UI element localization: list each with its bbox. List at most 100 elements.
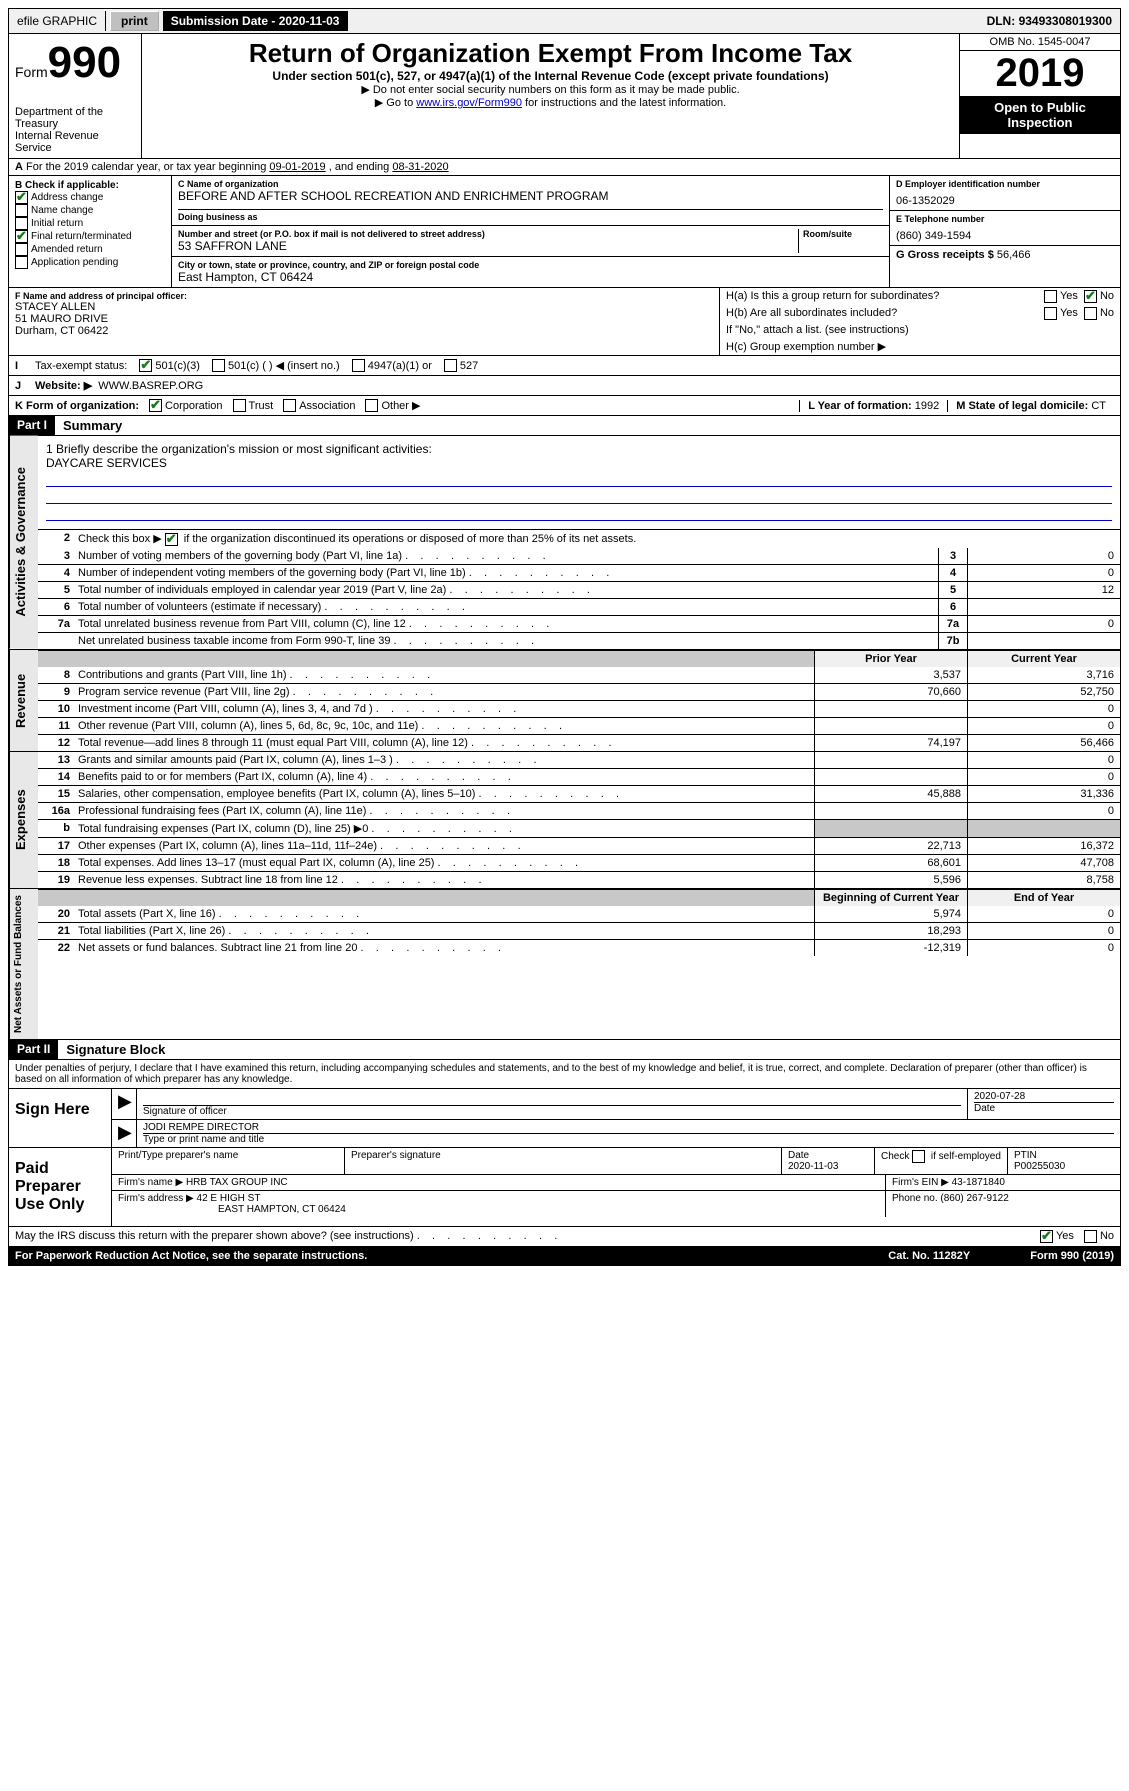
discuss-yes-checkbox[interactable] <box>1040 1230 1053 1243</box>
line-value: 12 <box>967 582 1120 598</box>
summary-line: 16a Professional fundraising fees (Part … <box>38 802 1120 819</box>
print-button[interactable]: print <box>110 11 159 31</box>
top-bar: efile GRAPHIC print Submission Date - 20… <box>8 8 1121 34</box>
self-employed-checkbox[interactable] <box>912 1150 925 1163</box>
omb-number: OMB No. 1545-0047 <box>960 34 1120 51</box>
summary-line: 8 Contributions and grants (Part VIII, l… <box>38 667 1120 683</box>
summary-line: 15 Salaries, other compensation, employe… <box>38 785 1120 802</box>
form-number: 990 <box>48 38 121 87</box>
submission-date-cell: Submission Date - 2020-11-03 <box>163 11 349 31</box>
street-address: 53 SAFFRON LANE <box>178 239 798 253</box>
summary-line: 6 Total number of volunteers (estimate i… <box>38 598 1120 615</box>
end-year-header: End of Year <box>967 890 1120 906</box>
summary-line: 19 Revenue less expenses. Subtract line … <box>38 871 1120 888</box>
current-value: 0 <box>967 923 1120 939</box>
prior-value <box>814 769 967 785</box>
b-checkbox[interactable] <box>15 230 28 243</box>
summary-line: 3 Number of voting members of the govern… <box>38 548 1120 564</box>
firm-name: HRB TAX GROUP INC <box>186 1177 288 1188</box>
prior-value <box>814 718 967 734</box>
b-checkbox[interactable] <box>15 204 28 217</box>
paid-preparer-section: Paid Preparer Use Only Print/Type prepar… <box>8 1148 1121 1227</box>
officer-name-title: JODI REMPE DIRECTOR <box>143 1122 1114 1133</box>
begin-year-header: Beginning of Current Year <box>814 890 967 906</box>
part2-header: Part II Signature Block <box>8 1040 1121 1060</box>
prior-value: 3,537 <box>814 667 967 683</box>
ha-yes-checkbox[interactable] <box>1044 290 1057 303</box>
form-title: Return of Organization Exempt From Incom… <box>148 38 953 69</box>
b-checkbox[interactable] <box>15 243 28 256</box>
501c-checkbox[interactable] <box>212 359 225 372</box>
prior-value <box>814 701 967 717</box>
city-state-zip: East Hampton, CT 06424 <box>178 270 883 284</box>
gross-receipts: 56,466 <box>997 249 1031 261</box>
summary-line: 20 Total assets (Part X, line 16) 5,974 … <box>38 906 1120 922</box>
discuss-no-checkbox[interactable] <box>1084 1230 1097 1243</box>
current-value: 16,372 <box>967 838 1120 854</box>
current-value: 0 <box>967 803 1120 819</box>
prior-value: 74,197 <box>814 735 967 751</box>
prior-value: 68,601 <box>814 855 967 871</box>
dept-treasury: Department of the Treasury <box>15 106 135 130</box>
irs-link[interactable]: www.irs.gov/Form990 <box>416 97 522 109</box>
summary-line: Net unrelated business taxable income fr… <box>38 632 1120 649</box>
4947-checkbox[interactable] <box>352 359 365 372</box>
current-value <box>967 820 1120 837</box>
section-fh: F Name and address of principal officer:… <box>8 288 1121 356</box>
current-value: 8,758 <box>967 872 1120 888</box>
section-j: J Website: ▶ WWW.BASREP.ORG <box>8 376 1121 396</box>
firm-addr1: 42 E HIGH ST <box>197 1193 261 1204</box>
firm-ein: 43-1871840 <box>952 1177 1005 1188</box>
prior-value <box>814 820 967 837</box>
assoc-checkbox[interactable] <box>283 399 296 412</box>
discontinued-checkbox[interactable] <box>165 533 178 546</box>
ssn-warning: ▶ Do not enter social security numbers o… <box>148 83 953 96</box>
summary-line: 11 Other revenue (Part VIII, column (A),… <box>38 717 1120 734</box>
section-d: D Employer identification number 06-1352… <box>890 176 1120 211</box>
b-checkbox[interactable] <box>15 191 28 204</box>
tax-year: 2019 <box>960 51 1120 96</box>
section-i: I Tax-exempt status: 501(c)(3) 501(c) ( … <box>8 356 1121 376</box>
current-value: 0 <box>967 752 1120 768</box>
sign-here-section: Sign Here ▶ Signature of officer 2020-07… <box>8 1089 1121 1148</box>
firm-addr2: EAST HAMPTON, CT 06424 <box>118 1204 879 1215</box>
hb-yes-checkbox[interactable] <box>1044 307 1057 320</box>
prior-value <box>814 752 967 768</box>
form-subtitle: Under section 501(c), 527, or 4947(a)(1)… <box>148 69 953 83</box>
summary-line: 5 Total number of individuals employed i… <box>38 581 1120 598</box>
line-value: 0 <box>967 548 1120 564</box>
501c3-checkbox[interactable] <box>139 359 152 372</box>
telephone: (860) 349-1594 <box>896 230 1114 242</box>
checkbox-row: Address change <box>15 191 165 204</box>
b-checkbox[interactable] <box>15 256 28 269</box>
current-value: 3,716 <box>967 667 1120 683</box>
sign-date: 2020-07-28 <box>974 1091 1114 1102</box>
line-value <box>967 633 1120 649</box>
firm-phone: (860) 267-9122 <box>940 1193 1008 1204</box>
current-value: 0 <box>967 769 1120 785</box>
perjury-statement: Under penalties of perjury, I declare th… <box>8 1060 1121 1089</box>
trust-checkbox[interactable] <box>233 399 246 412</box>
revenue-section: Revenue Prior Year Current Year 8 Contri… <box>8 650 1121 752</box>
efile-label: efile GRAPHIC <box>9 11 106 31</box>
corp-checkbox[interactable] <box>149 399 162 412</box>
year-formation: 1992 <box>915 400 939 412</box>
checkbox-row: Application pending <box>15 256 165 269</box>
ha-no-checkbox[interactable] <box>1084 290 1097 303</box>
form-header: Form990 Department of the Treasury Inter… <box>8 34 1121 159</box>
dln-cell: DLN: 93493308019300 <box>979 11 1120 31</box>
org-name: BEFORE AND AFTER SCHOOL RECREATION AND E… <box>178 189 883 203</box>
section-klm: K Form of organization: Corporation Trus… <box>8 396 1121 416</box>
527-checkbox[interactable] <box>444 359 457 372</box>
netassets-tab: Net Assets or Fund Balances <box>9 889 38 1039</box>
summary-line: b Total fundraising expenses (Part IX, c… <box>38 819 1120 837</box>
summary-line: 4 Number of independent voting members o… <box>38 564 1120 581</box>
expenses-section: Expenses 13 Grants and similar amounts p… <box>8 752 1121 889</box>
prior-value: 45,888 <box>814 786 967 802</box>
summary-line: 21 Total liabilities (Part X, line 26) 1… <box>38 922 1120 939</box>
governance-tab: Activities & Governance <box>9 436 38 649</box>
summary-line: 7a Total unrelated business revenue from… <box>38 615 1120 632</box>
section-h: H(a) Is this a group return for subordin… <box>719 288 1120 355</box>
hb-no-checkbox[interactable] <box>1084 307 1097 320</box>
other-checkbox[interactable] <box>365 399 378 412</box>
